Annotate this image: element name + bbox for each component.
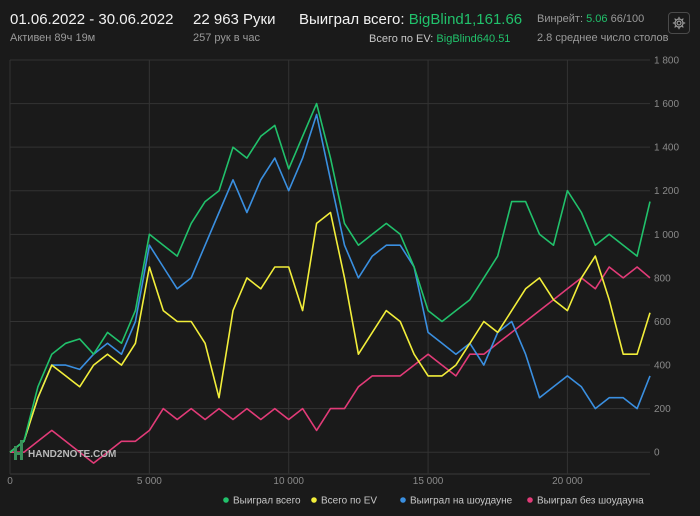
x-tick-label: 10 000: [273, 476, 304, 487]
legend-label: Выиграл на шоудауне: [410, 496, 513, 507]
y-tick-label: 1 400: [654, 143, 679, 154]
won-total-label: Выиграл всего:: [299, 11, 405, 28]
settings-button[interactable]: [668, 12, 690, 34]
x-tick-label: 0: [7, 476, 13, 487]
series-line: [9, 113, 651, 453]
winrate: Винрейт: 5.06 66/100: [537, 13, 644, 25]
winrate-value: 5.06: [586, 13, 608, 25]
logo-mark: [20, 440, 23, 460]
y-tick-label: 1 800: [654, 56, 679, 67]
winrate-label: Винрейт:: [537, 13, 584, 25]
y-tick-label: 800: [654, 273, 671, 284]
hands-count: 22 963 Руки: [193, 11, 276, 28]
legend-swatch: [400, 497, 406, 503]
legend-label: Выиграл всего: [233, 496, 301, 507]
x-tick-label: 15 000: [413, 476, 444, 487]
y-tick-label: 600: [654, 317, 671, 328]
won-total-value: BigBlind1,161.66: [408, 11, 523, 28]
y-tick-label: 200: [654, 404, 671, 415]
gear-icon: [672, 16, 686, 30]
active-time: Активен 89ч 19м: [10, 32, 96, 44]
y-tick-label: 400: [654, 361, 671, 372]
ev-total-value: BigBlind640.51: [436, 33, 511, 45]
y-tick-label: 1 200: [654, 186, 679, 197]
y-tick-label: 1 600: [654, 99, 679, 110]
avg-tables: 2.8 среднее число столов: [537, 32, 669, 44]
legend-label: Выиграл без шоудауна: [537, 495, 644, 507]
watermark-text: HAND2NOTE.COM: [28, 449, 116, 460]
y-tick-label: 0: [654, 448, 660, 459]
x-tick-label: 20 000: [552, 476, 583, 487]
winrate-hands: 66/100: [610, 13, 645, 25]
series-line: [10, 266, 651, 464]
legend-swatch: [223, 497, 229, 503]
series-line: [9, 102, 651, 453]
ev-total: Всего по EV: BigBlind640.51: [369, 33, 510, 45]
won-total: Выиграл всего: BigBlind1,161.66: [299, 11, 522, 28]
logo-mark: [14, 452, 23, 455]
hands-per-hour: 257 рук в час: [193, 32, 261, 44]
y-tick-label: 1 000: [654, 230, 679, 241]
summary-header: 01.06.2022 - 30.06.2022 Активен 89ч 19м …: [0, 0, 700, 52]
hand2note-logo: HAND2NOTE.COM: [14, 440, 116, 460]
x-tick-label: 5 000: [137, 476, 162, 487]
legend-swatch: [311, 497, 317, 503]
legend-label: Всего по EV: [321, 496, 377, 507]
series-line: [9, 211, 651, 453]
ev-total-label: Всего по EV:: [369, 33, 434, 45]
legend-swatch: [527, 497, 533, 503]
date-range[interactable]: 01.06.2022 - 30.06.2022: [10, 11, 174, 28]
